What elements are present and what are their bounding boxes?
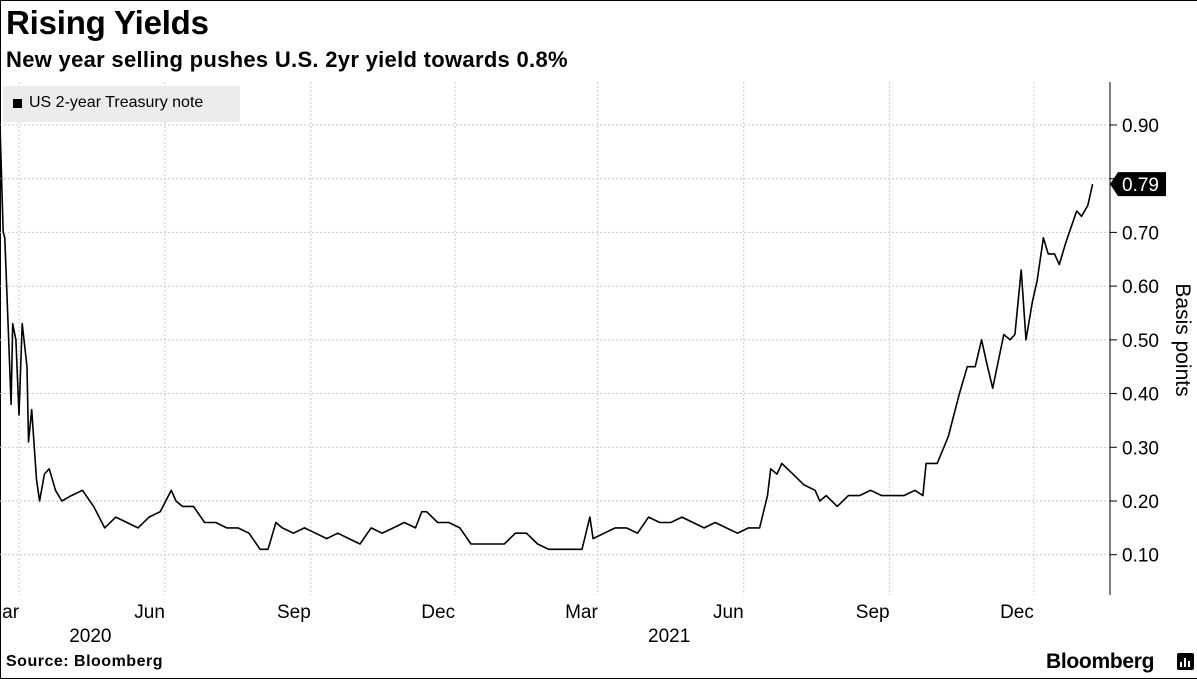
x-tick-label: Sep: [856, 602, 890, 623]
last-value-text: 0.79: [1122, 175, 1159, 196]
chart-subtitle: New year selling pushes U.S. 2yr yield t…: [6, 47, 568, 72]
x-tick-label: Sep: [277, 602, 311, 623]
bloomberg-logo-icon: [1177, 653, 1194, 670]
y-tick-label: 0.60: [1122, 277, 1159, 298]
x-tick-label: Dec: [421, 602, 455, 623]
source-note: Source: Bloomberg: [6, 653, 163, 670]
y-tick-label: 0.50: [1122, 331, 1159, 352]
last-value-tag: [1110, 172, 1166, 197]
brand-wordmark: Bloomberg: [1046, 650, 1155, 673]
chart-title: Rising Yields: [6, 4, 209, 41]
x-year-label: 2021: [648, 626, 690, 647]
y-axis: 0.10 0.20 0.30 0.40 0.50 0.60 0.70 0.90: [1109, 82, 1159, 595]
y-tick-label: 0.90: [1122, 116, 1159, 137]
y-axis-title: Basis points: [1171, 283, 1194, 396]
y-tick-label: 0.40: [1122, 385, 1159, 406]
y-tick-label: 0.30: [1122, 438, 1159, 459]
x-year-label: 2020: [69, 626, 111, 647]
last-value-label: 0.79: [1110, 172, 1166, 197]
grid-lines: [0, 82, 1110, 595]
y-tick-label: 0.70: [1122, 223, 1159, 244]
x-tick-label: Mar: [565, 602, 598, 623]
legend-label: US 2-year Treasury note: [29, 94, 204, 111]
x-tick-label: Dec: [1000, 602, 1034, 623]
x-tick-label: Jun: [134, 602, 165, 623]
legend: US 2-year Treasury note: [3, 86, 240, 122]
y-tick-label: 0.10: [1122, 546, 1159, 567]
y-tick-label: 0.20: [1122, 492, 1159, 513]
x-tick-label: Mar: [0, 602, 20, 623]
legend-swatch: [13, 99, 22, 108]
x-axis-labels: Mar Jun Sep Dec Mar Jun Sep Dec 2020 2021: [0, 602, 1034, 647]
series-line-us-2yr: [0, 124, 1094, 551]
x-tick-label: Jun: [713, 602, 744, 623]
